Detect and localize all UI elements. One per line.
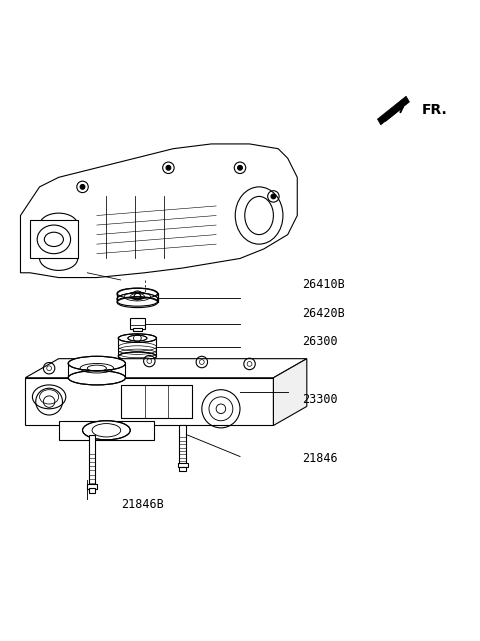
Text: 26300: 26300 bbox=[302, 335, 337, 349]
Ellipse shape bbox=[68, 370, 125, 385]
Text: FR.: FR. bbox=[421, 103, 447, 117]
Ellipse shape bbox=[117, 293, 157, 305]
Ellipse shape bbox=[128, 335, 147, 341]
Circle shape bbox=[80, 185, 85, 189]
Circle shape bbox=[135, 295, 139, 299]
Bar bbox=[178, 463, 188, 467]
Ellipse shape bbox=[117, 293, 157, 305]
Bar bbox=[132, 328, 142, 331]
Ellipse shape bbox=[83, 420, 130, 440]
Text: 26420B: 26420B bbox=[302, 307, 345, 320]
Polygon shape bbox=[25, 359, 307, 378]
Text: 23300: 23300 bbox=[302, 393, 337, 406]
Polygon shape bbox=[21, 144, 297, 278]
Bar bbox=[87, 484, 97, 489]
Bar bbox=[30, 221, 78, 258]
Polygon shape bbox=[377, 96, 409, 125]
Ellipse shape bbox=[118, 352, 156, 361]
Ellipse shape bbox=[117, 288, 157, 300]
Bar bbox=[180, 467, 186, 471]
Bar bbox=[180, 426, 186, 463]
Text: 21846: 21846 bbox=[302, 453, 337, 465]
Bar bbox=[120, 385, 192, 419]
Ellipse shape bbox=[117, 297, 157, 306]
Circle shape bbox=[238, 165, 242, 170]
Ellipse shape bbox=[118, 334, 156, 342]
Text: 26410B: 26410B bbox=[302, 278, 345, 291]
Bar bbox=[89, 488, 96, 493]
Bar bbox=[130, 318, 144, 329]
Circle shape bbox=[166, 165, 171, 170]
Circle shape bbox=[271, 194, 276, 199]
Polygon shape bbox=[274, 359, 307, 426]
Text: 21846B: 21846B bbox=[120, 497, 164, 511]
Bar bbox=[59, 420, 154, 440]
Polygon shape bbox=[25, 378, 274, 426]
Bar bbox=[89, 435, 96, 485]
Ellipse shape bbox=[68, 356, 125, 370]
